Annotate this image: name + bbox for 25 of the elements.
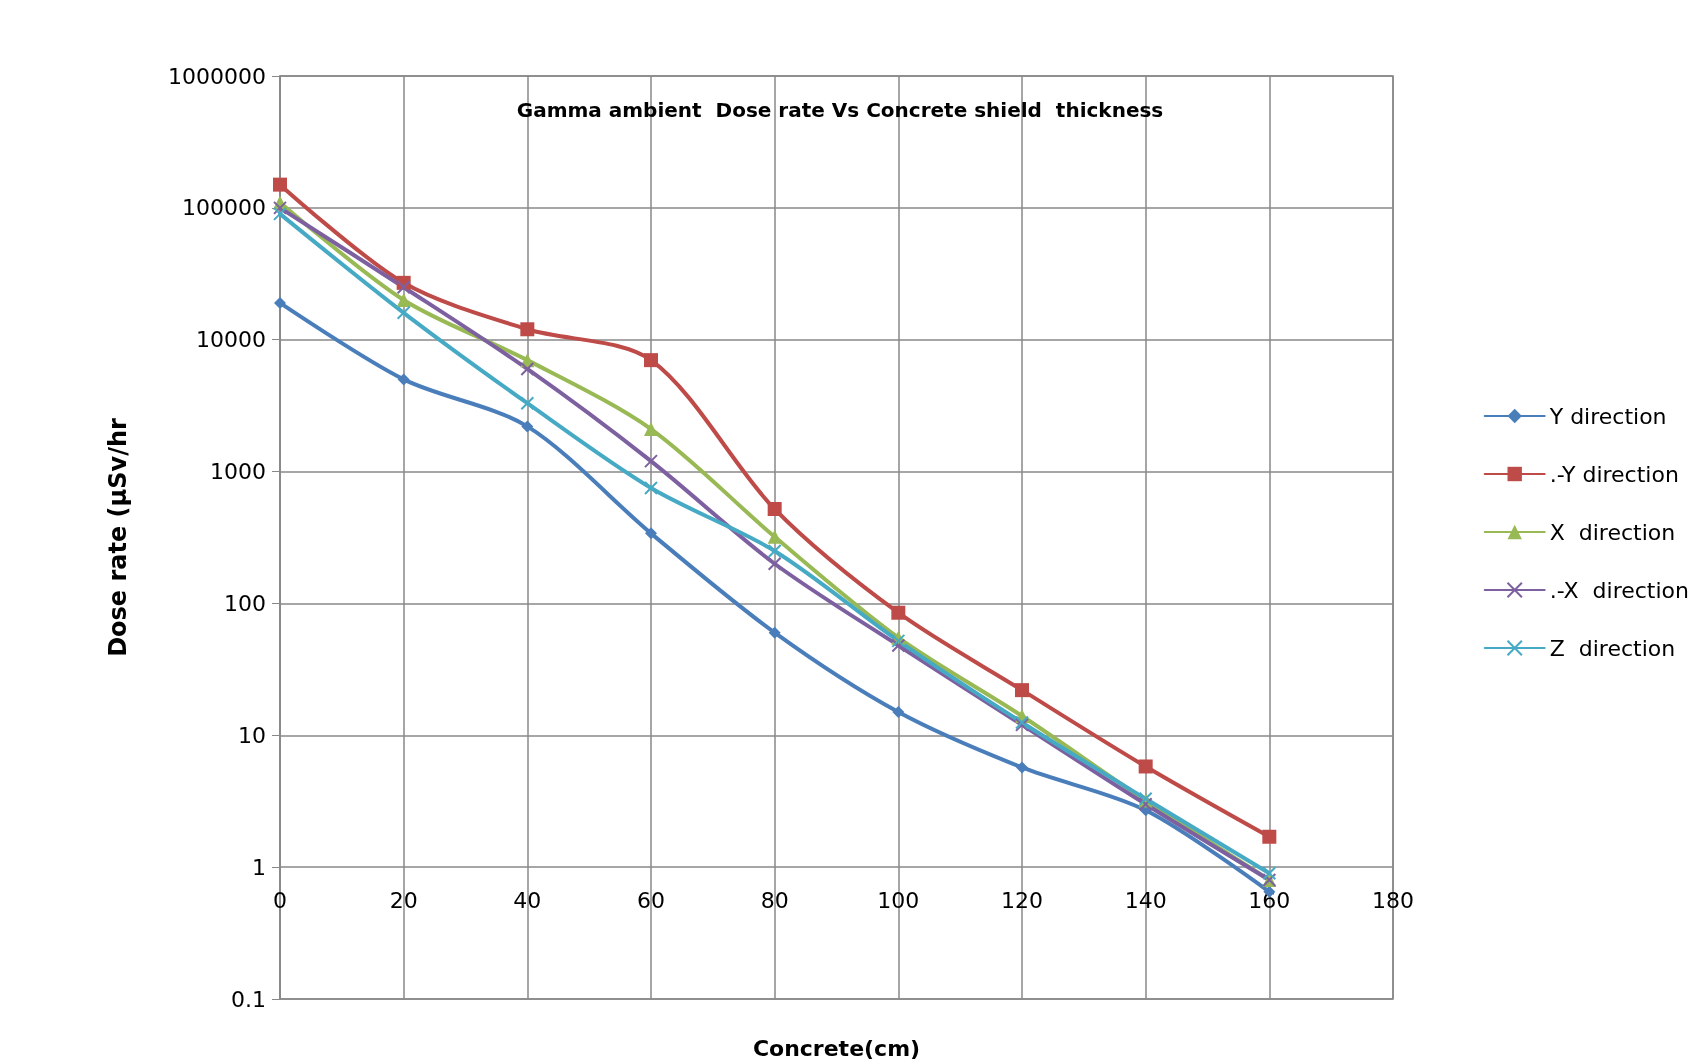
x-tick-label: 180 [1372, 887, 1414, 913]
legend-label: Y direction [1548, 403, 1667, 429]
x-axis-title: Concrete(cm) [752, 1035, 921, 1061]
x-tick-label: 80 [760, 887, 789, 913]
y-tick-label: 10000 [196, 327, 266, 353]
y-tick-label: 1000000 [168, 63, 266, 89]
y-tick-label: 100000 [182, 195, 266, 221]
x-tick-label: 40 [513, 887, 542, 913]
y-axis-title: Dose rate (µSv/hr [104, 417, 132, 657]
x-tick-label: 100 [877, 887, 920, 913]
y-tick-label: 1 [252, 854, 266, 880]
x-tick-label: 60 [637, 887, 665, 913]
x-tick-label: 0 [273, 887, 287, 913]
y-tick-label: 100 [224, 590, 266, 616]
text: Gamma ambient Dose rate Vs Concrete shield thickness [516, 98, 1164, 122]
legend-label: .-X direction [1549, 577, 1690, 603]
x-tick-label: 120 [1001, 887, 1043, 913]
legend-label: Z direction [1549, 635, 1676, 661]
x-tick-label: 140 [1124, 887, 1167, 913]
y-tick-label: 1000 [210, 459, 266, 485]
legend-label: X direction [1549, 519, 1676, 545]
x-tick-label: 20 [389, 887, 418, 913]
y-tick-label: 0.1 [231, 986, 266, 1012]
legend-label: .-Y direction [1549, 461, 1679, 487]
y-tick-label: 10 [238, 722, 266, 748]
